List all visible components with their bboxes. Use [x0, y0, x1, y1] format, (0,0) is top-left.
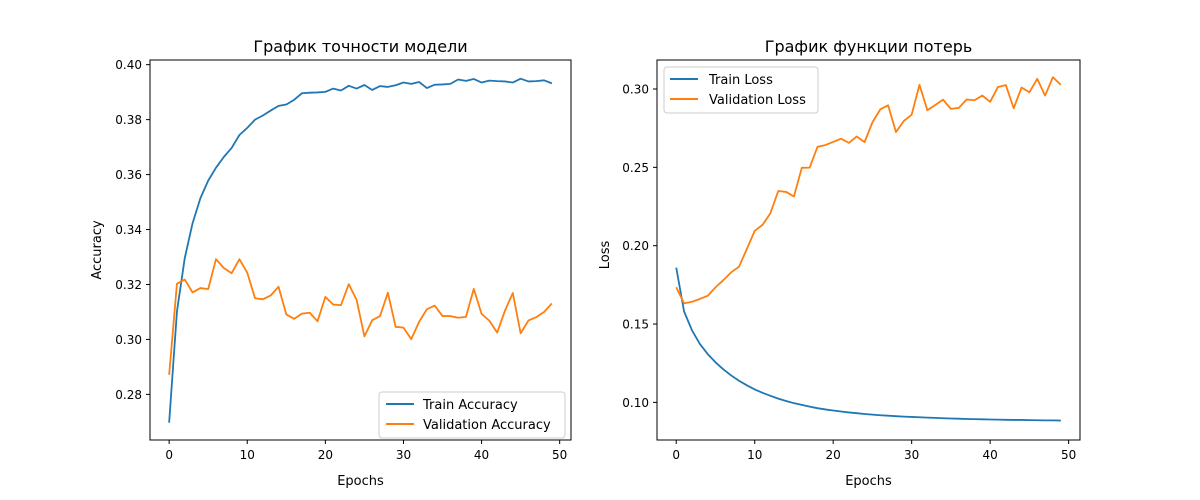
- accuracy-x-tick-label: 50: [552, 448, 567, 462]
- accuracy-y-tick-label: 0.40: [115, 58, 142, 72]
- accuracy-y-tick-label: 0.32: [115, 278, 142, 292]
- loss-x-tick-label: 0: [672, 448, 680, 462]
- accuracy-plot-frame: [149, 59, 572, 441]
- loss-x-tick-label: 30: [904, 448, 919, 462]
- accuracy-x-ticks: 0 10 20 30 40 50: [165, 440, 567, 462]
- accuracy-chart: График точности модели 0 10 20 30 40 50 0.280…: [90, 37, 572, 489]
- loss-series-line-train: [675, 267, 1061, 422]
- loss-legend-box: [663, 66, 819, 114]
- accuracy-y-tick-label: 0.28: [115, 388, 142, 402]
- accuracy-x-tick-label: 0: [165, 448, 173, 462]
- accuracy-x-tick-label: 10: [240, 448, 255, 462]
- accuracy-y-ticks: 0.28 0.30 0.32 0.34 0.36 0.38 0.40: [115, 58, 150, 402]
- accuracy-y-axis-label: Accuracy: [90, 220, 105, 280]
- loss-series-layer: [675, 76, 1062, 422]
- loss-legend-validation-label: Validation Loss: [709, 93, 806, 108]
- accuracy-y-tick-label: 0.38: [115, 113, 142, 127]
- loss-y-tick-label: 0.15: [622, 318, 649, 332]
- loss-x-tick-label: 40: [983, 448, 998, 462]
- loss-y-ticks: 0.10 0.15 0.20 0.25 0.30: [622, 82, 657, 410]
- accuracy-x-tick-label: 20: [318, 448, 333, 462]
- accuracy-legend-validation-label: Validation Accuracy: [423, 418, 551, 433]
- loss-y-tick-label: 0.20: [622, 239, 649, 253]
- accuracy-chart-title: График точности модели: [253, 37, 467, 56]
- accuracy-legend-box: [378, 391, 566, 439]
- loss-y-tick-label: 0.25: [622, 161, 649, 175]
- loss-legend-train-label: Train Loss: [708, 73, 773, 88]
- accuracy-series-line-validation: [168, 258, 553, 375]
- accuracy-x-tick-label: 40: [474, 448, 489, 462]
- accuracy-x-axis-label: Epochs: [337, 474, 384, 489]
- loss-chart: График функции потерь 0 10 20 30 40 50 0.100.…: [598, 37, 1081, 489]
- loss-y-tick-label: 0.30: [622, 82, 649, 96]
- accuracy-series-line-train: [168, 77, 553, 423]
- loss-x-tick-label: 50: [1061, 448, 1076, 462]
- accuracy-series-layer: [168, 77, 553, 423]
- loss-x-axis-label: Epochs: [845, 474, 892, 489]
- accuracy-y-tick-label: 0.34: [115, 223, 142, 237]
- accuracy-y-tick-label: 0.36: [115, 168, 142, 182]
- accuracy-x-tick-label: 30: [396, 448, 411, 462]
- loss-legend: Train Loss Validation Loss: [663, 66, 819, 114]
- accuracy-legend-train-label: Train Accuracy: [422, 398, 518, 413]
- loss-plot-frame: [656, 59, 1081, 441]
- accuracy-y-tick-label: 0.30: [115, 333, 142, 347]
- loss-series-line-validation: [675, 76, 1062, 305]
- accuracy-legend: Train Accuracy Validation Accuracy: [378, 391, 566, 439]
- loss-x-ticks: 0 10 20 30 40 50: [672, 440, 1076, 462]
- loss-y-axis-label: Loss: [598, 241, 613, 270]
- loss-chart-title: График функции потерь: [765, 37, 973, 56]
- loss-x-tick-label: 20: [826, 448, 841, 462]
- loss-x-tick-label: 10: [747, 448, 762, 462]
- loss-y-tick-label: 0.10: [622, 396, 649, 410]
